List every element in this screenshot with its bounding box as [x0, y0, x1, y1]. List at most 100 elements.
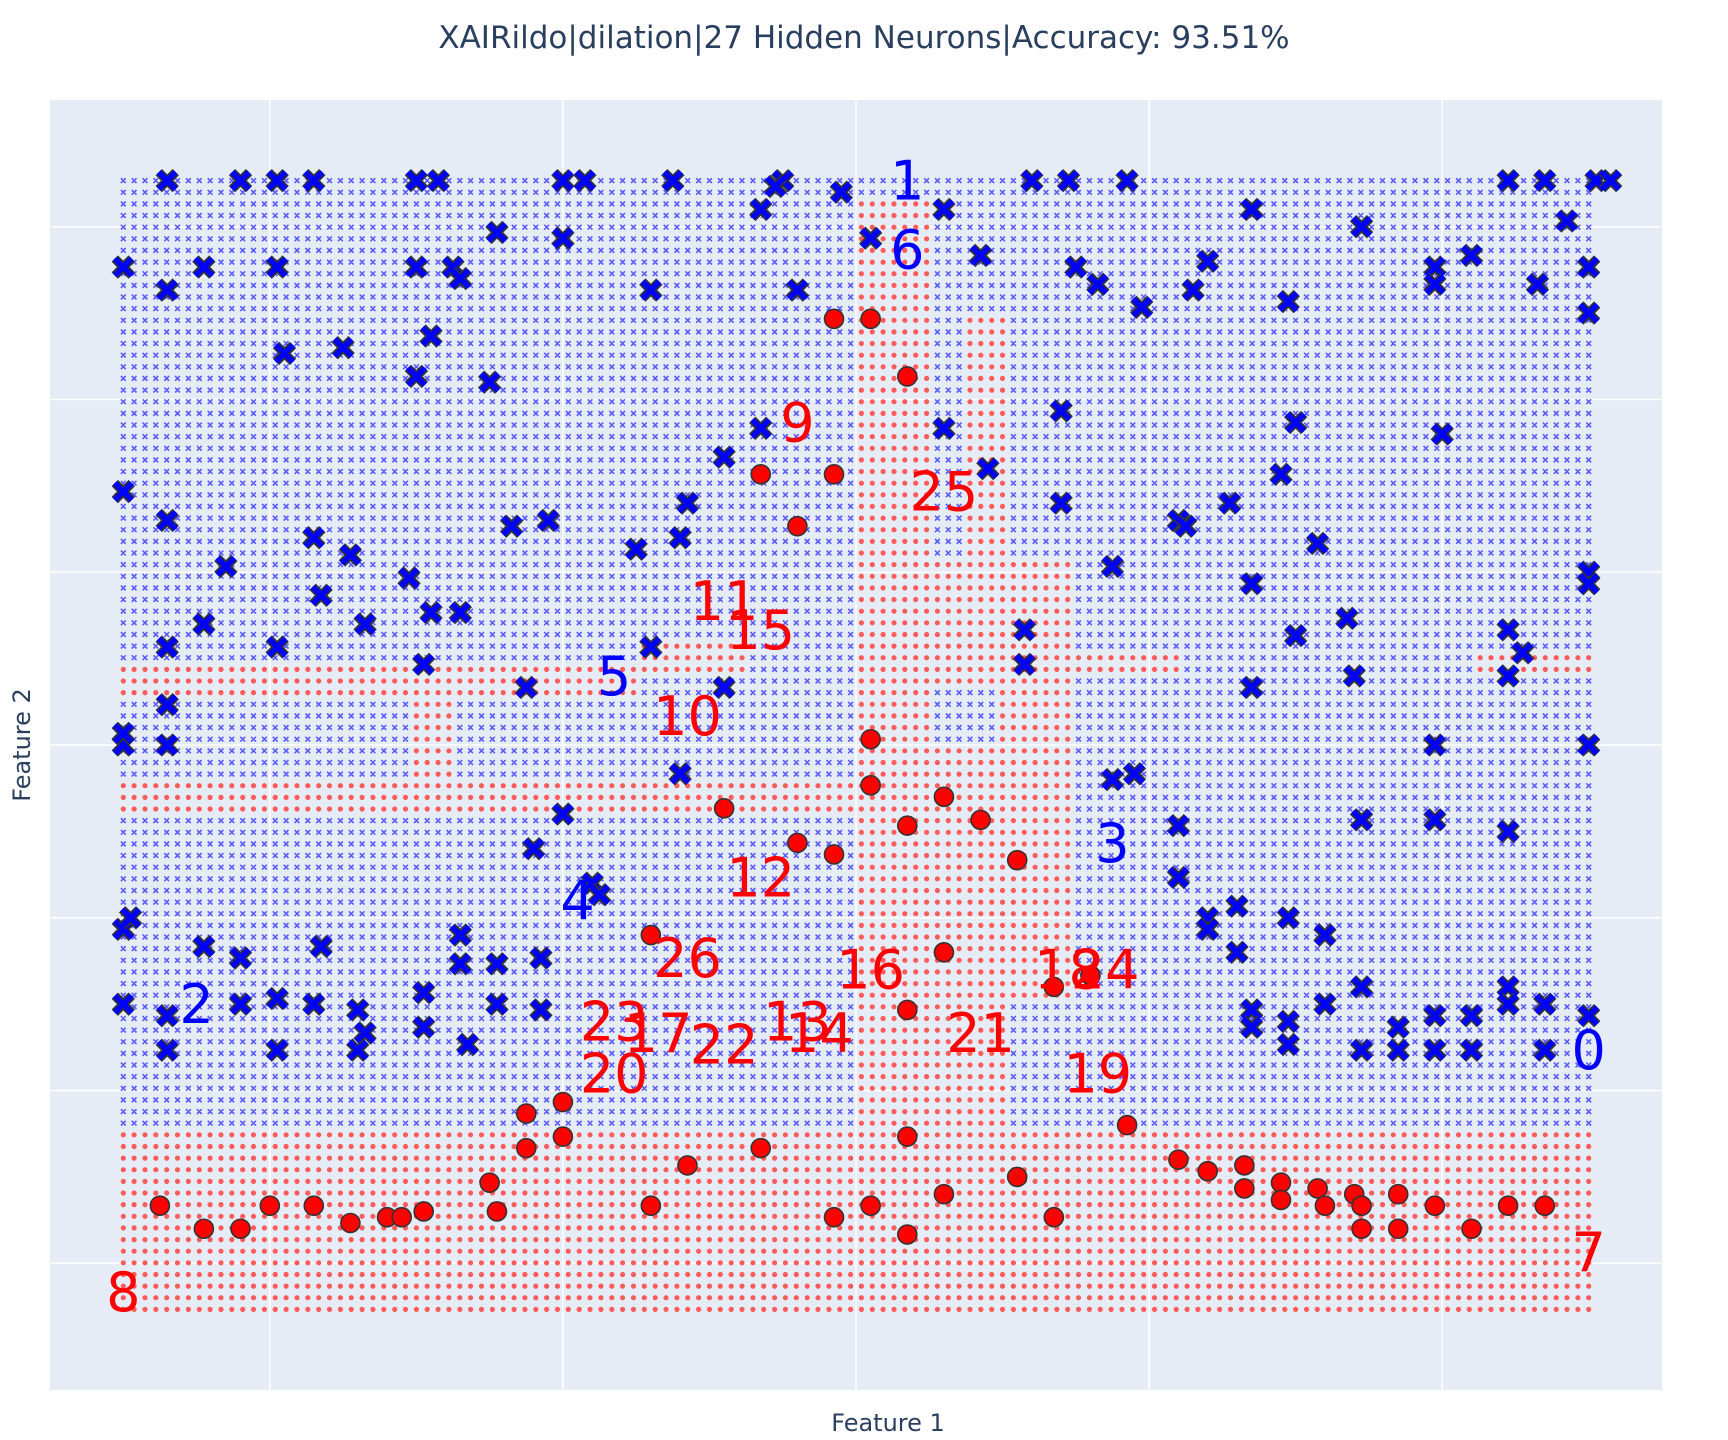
data-point-class-0[interactable]: [858, 226, 883, 250]
data-point-class-0[interactable]: [1239, 675, 1264, 700]
data-point-class-0[interactable]: [1335, 606, 1359, 630]
data-point-class-0[interactable]: [1012, 618, 1037, 642]
data-point-class-1[interactable]: [1116, 1114, 1138, 1136]
data-point-class-0[interactable]: [485, 220, 509, 245]
data-point-class-0[interactable]: [1239, 572, 1264, 596]
data-point-class-1[interactable]: [230, 1218, 251, 1240]
data-point-class-1[interactable]: [896, 1126, 918, 1147]
data-point-class-0[interactable]: [1496, 992, 1520, 1016]
data-point-class-0[interactable]: [829, 180, 854, 204]
data-point-class-0[interactable]: [1577, 255, 1601, 279]
data-point-class-1[interactable]: [1497, 1195, 1519, 1217]
data-point-class-0[interactable]: [477, 370, 502, 394]
data-point-class-0[interactable]: [192, 934, 216, 959]
data-point-class-1[interactable]: [823, 1206, 845, 1228]
data-point-class-0[interactable]: [309, 934, 333, 959]
data-point-class-0[interactable]: [1349, 808, 1374, 832]
data-point-class-0[interactable]: [302, 525, 326, 550]
data-point-class-0[interactable]: [1577, 301, 1601, 325]
data-point-class-0[interactable]: [1225, 940, 1249, 965]
data-point-class-1[interactable]: [640, 924, 662, 946]
data-point-class-1[interactable]: [1270, 1172, 1292, 1193]
data-point-class-0[interactable]: [1459, 1003, 1484, 1028]
data-point-class-0[interactable]: [155, 1038, 179, 1062]
data-point-class-0[interactable]: [1276, 289, 1300, 314]
data-point-class-1[interactable]: [860, 775, 881, 796]
data-point-class-1[interactable]: [259, 1195, 281, 1217]
data-point-class-1[interactable]: [1043, 976, 1065, 998]
data-point-class-0[interactable]: [346, 998, 370, 1022]
data-point-class-1[interactable]: [479, 1172, 500, 1193]
data-point-class-0[interactable]: [214, 554, 238, 579]
data-point-class-1[interactable]: [1080, 965, 1101, 986]
data-point-class-0[interactable]: [1283, 623, 1308, 648]
data-point-class-0[interactable]: [404, 255, 429, 279]
data-point-class-0[interactable]: [1533, 1038, 1557, 1062]
data-point-class-0[interactable]: [1166, 865, 1191, 890]
data-point-class-0[interactable]: [932, 197, 956, 222]
data-point-class-0[interactable]: [338, 543, 363, 567]
data-point-class-1[interactable]: [149, 1195, 171, 1217]
data-point-class-0[interactable]: [1115, 168, 1139, 193]
data-point-class-0[interactable]: [749, 197, 773, 222]
data-point-class-1[interactable]: [303, 1195, 325, 1217]
data-point-class-0[interactable]: [155, 278, 179, 302]
data-point-class-1[interactable]: [823, 308, 845, 330]
data-point-class-0[interactable]: [1100, 767, 1125, 792]
data-point-class-1[interactable]: [933, 942, 955, 963]
data-point-class-1[interactable]: [1270, 1189, 1292, 1211]
data-point-class-0[interactable]: [111, 721, 135, 746]
data-point-class-0[interactable]: [661, 168, 685, 193]
data-point-class-0[interactable]: [551, 226, 575, 250]
data-point-class-0[interactable]: [536, 508, 560, 533]
data-point-class-0[interactable]: [1276, 1032, 1300, 1057]
data-point-class-0[interactable]: [1577, 733, 1601, 757]
data-point-class-0[interactable]: [1313, 992, 1337, 1016]
data-point-class-1[interactable]: [896, 999, 918, 1021]
data-point-class-0[interactable]: [265, 255, 289, 279]
data-point-class-0[interactable]: [302, 168, 326, 193]
data-point-class-0[interactable]: [1459, 243, 1484, 268]
data-point-class-0[interactable]: [1423, 255, 1447, 279]
data-point-class-0[interactable]: [624, 537, 648, 561]
data-point-class-0[interactable]: [485, 952, 509, 976]
data-point-class-0[interactable]: [412, 1015, 436, 1039]
data-point-class-1[interactable]: [970, 809, 991, 831]
data-point-class-1[interactable]: [1234, 1178, 1255, 1199]
data-point-class-0[interactable]: [155, 635, 179, 659]
data-point-class-1[interactable]: [1351, 1195, 1372, 1217]
data-point-class-0[interactable]: [1100, 554, 1125, 579]
data-point-class-0[interactable]: [712, 675, 736, 700]
data-point-class-0[interactable]: [932, 416, 956, 440]
data-point-class-0[interactable]: [1276, 1009, 1300, 1034]
data-point-class-0[interactable]: [228, 168, 253, 193]
data-point-class-0[interactable]: [1349, 975, 1374, 999]
data-point-class-0[interactable]: [968, 243, 993, 268]
data-point-class-1[interactable]: [1043, 1206, 1065, 1228]
data-point-class-1[interactable]: [1006, 849, 1028, 871]
data-point-class-0[interactable]: [426, 168, 451, 193]
data-point-class-1[interactable]: [391, 1206, 413, 1228]
data-point-class-0[interactable]: [302, 992, 326, 1016]
data-point-class-0[interactable]: [111, 479, 135, 504]
data-point-class-0[interactable]: [118, 906, 143, 930]
data-point-class-0[interactable]: [1049, 399, 1073, 423]
data-point-class-0[interactable]: [155, 1003, 179, 1028]
data-point-class-0[interactable]: [309, 583, 333, 607]
data-point-class-1[interactable]: [1314, 1195, 1336, 1217]
data-point-class-0[interactable]: [192, 255, 216, 279]
data-point-class-1[interactable]: [750, 464, 772, 485]
data-point-class-0[interactable]: [397, 566, 421, 590]
data-point-class-1[interactable]: [787, 515, 808, 537]
data-point-class-0[interactable]: [265, 1038, 289, 1062]
data-point-class-1[interactable]: [860, 308, 881, 330]
data-point-class-0[interactable]: [419, 600, 443, 625]
data-point-class-0[interactable]: [1386, 1015, 1410, 1039]
data-point-class-0[interactable]: [639, 278, 663, 302]
data-point-class-0[interactable]: [1525, 272, 1550, 296]
data-point-class-0[interactable]: [675, 491, 700, 515]
data-point-class-0[interactable]: [1086, 272, 1110, 296]
data-point-class-0[interactable]: [1012, 652, 1037, 677]
data-point-class-0[interactable]: [749, 416, 773, 440]
data-point-class-0[interactable]: [192, 612, 216, 636]
